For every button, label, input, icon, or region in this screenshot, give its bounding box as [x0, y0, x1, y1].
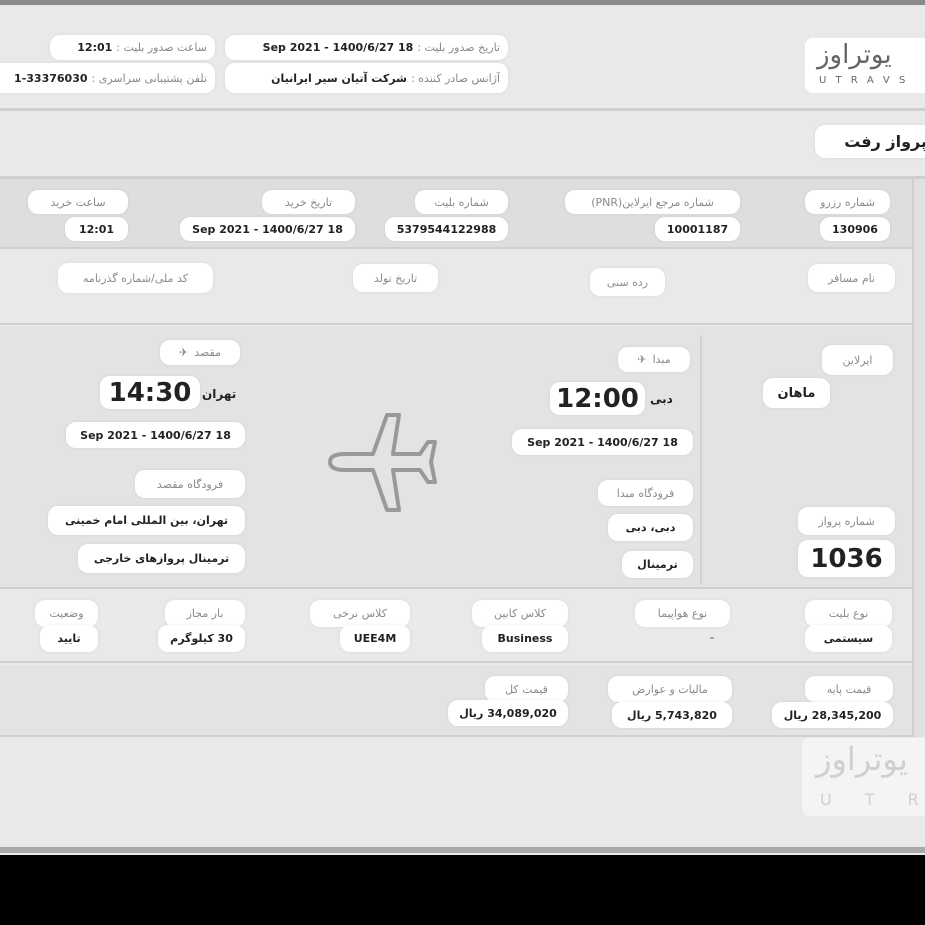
destination-time: 14:30 — [100, 376, 200, 409]
aircraft-type-value: - — [710, 631, 714, 644]
cabin-class-value: Business — [482, 625, 568, 652]
passenger-row — [0, 251, 912, 325]
issue-date-label: تاریخ صدور بلیت : — [417, 41, 500, 54]
divider — [0, 176, 925, 179]
ticket-number-value: 5379544122988 — [385, 217, 508, 241]
tax-value: 5,743,820 ریال — [612, 702, 732, 728]
ticket-number-label: شماره بلیت — [415, 190, 508, 214]
reservation-label: شماره رزرو — [805, 190, 890, 214]
issue-date: تاریخ صدور بلیت :18 Sep 2021 - 1400/6/27 — [225, 35, 508, 60]
origin-label-text: مبدا — [652, 353, 671, 366]
purchase-time-label: ساعت خرید — [28, 190, 128, 214]
status-label: وضعیت — [35, 600, 98, 627]
origin-airport: دبی، دبی — [608, 514, 693, 541]
origin-date: 18 Sep 2021 - 1400/6/27 — [512, 429, 693, 455]
pnr-value: 10001187 — [655, 217, 740, 241]
logo-latin: U T R A V S — [819, 75, 909, 86]
total-price-value: 34,089,020 ریال — [448, 700, 568, 726]
tax-label: مالیات و عوارض — [608, 676, 732, 702]
divider — [0, 108, 925, 111]
details-row — [0, 591, 912, 663]
baggage-label: بار مجاز — [165, 600, 245, 627]
flight-number-value: 1036 — [798, 540, 895, 577]
agency: آژانس صادر کننده : شرکت آتیان سیر ایرانیا… — [225, 63, 508, 93]
agency-label: آژانس صادر کننده : — [410, 71, 500, 85]
destination-label: مقصد ✈ — [160, 340, 240, 365]
support-phone-label: تلفن پشتیبانی سراسری : — [91, 71, 208, 85]
fare-class-value: UEE4M — [340, 625, 410, 652]
baggage-value: 30 کیلوگرم — [158, 625, 245, 652]
total-price-label: قیمت کل — [485, 676, 568, 702]
destination-airport: تهران، بین المللی امام خمینی — [48, 506, 245, 535]
airplane-icon — [328, 413, 437, 512]
bottom-border — [0, 847, 925, 853]
cabin-class-label: کلاس کابین — [472, 600, 568, 627]
agency-value: شرکت آتیان سیر ایرانیان — [271, 71, 407, 85]
support-phone-value: 1-33376030 — [14, 71, 88, 85]
watermark-logo: یوتراوز U T R A V S — [802, 738, 925, 816]
purchase-time-value: 12:01 — [65, 217, 128, 241]
side-column — [912, 179, 925, 737]
ticket-type-label: نوع بلیت — [805, 600, 892, 627]
ticket-page: ساعت صدور بلیت :12:01 تلفن پشتیبانی سراس… — [0, 0, 925, 855]
destination-date: 18 Sep 2021 - 1400/6/27 — [66, 422, 245, 448]
flight-number-label: شماره پرواز — [798, 507, 895, 535]
origin-airport-label: فرودگاه مبدا — [598, 480, 693, 506]
origin-label: مبدا ✈ — [618, 347, 690, 372]
logo: یوتراوز U T R A V S — [805, 38, 925, 93]
watermark-latin: U T R A V S — [820, 790, 925, 809]
issue-time-value: 12:01 — [77, 41, 113, 54]
destination-airport-label: فرودگاه مقصد — [135, 470, 245, 498]
status-value: تایید — [40, 625, 98, 652]
age-group-label: رده سنی — [590, 268, 665, 296]
support-phone: تلفن پشتیبانی سراسری :1-33376030 — [0, 63, 215, 93]
national-id-label: کد ملی/شماره گذرنامه — [58, 263, 213, 293]
section-title: پرواز رفت — [815, 125, 925, 158]
divider — [700, 335, 702, 585]
origin-terminal: ترمینال — [622, 551, 693, 578]
airline-label: ایرلاین — [822, 345, 893, 375]
ticket-type-value: سیستمی — [805, 625, 892, 652]
destination-terminal: ترمینال پروازهای خارجی — [78, 544, 245, 573]
airline-value: ماهان — [763, 378, 830, 408]
purchase-date-value: 18 Sep 2021 - 1400/6/27 — [180, 217, 355, 241]
issue-time: ساعت صدور بلیت :12:01 — [50, 35, 215, 60]
birth-date-label: تاریخ تولد — [353, 264, 438, 292]
logo-text: یوتراوز — [817, 40, 892, 70]
aircraft-type-label: نوع هواپیما — [635, 600, 730, 627]
origin-city: دبی — [650, 392, 673, 406]
base-price-value: 28,345,200 ریال — [772, 702, 893, 728]
origin-time: 12:00 — [550, 382, 645, 415]
purchase-date-label: تاریخ خرید — [262, 190, 355, 214]
reservation-value: 130906 — [820, 217, 890, 241]
fare-class-label: کلاس نرخی — [310, 600, 410, 627]
issue-date-value: 18 Sep 2021 - 1400/6/27 — [262, 41, 414, 54]
base-price-label: قیمت پایه — [805, 676, 893, 702]
issue-time-label: ساعت صدور بلیت : — [116, 41, 207, 54]
passenger-name-label: نام مسافر — [808, 264, 895, 292]
destination-label-text: مقصد — [194, 346, 221, 359]
landing-icon: ✈ — [179, 346, 189, 359]
destination-city: تهران — [202, 387, 237, 401]
watermark-text: یوتراوز — [816, 740, 908, 778]
takeoff-icon: ✈ — [637, 353, 647, 366]
pnr-label: شماره مرجع ایرلاین(PNR) — [565, 190, 740, 214]
